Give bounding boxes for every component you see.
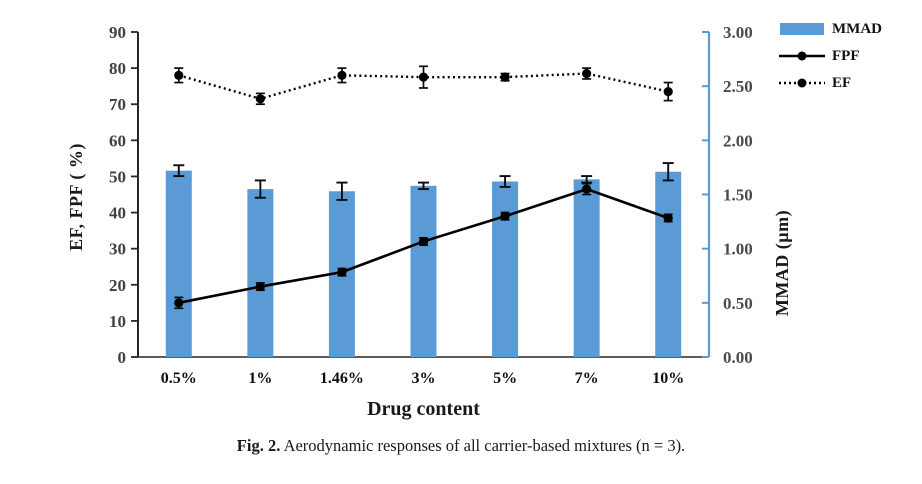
svg-text:1%: 1% [248,370,272,387]
fpf-line-series [174,182,673,310]
legend: MMAD FPF EF [779,21,882,91]
svg-text:0.00: 0.00 [723,348,753,367]
right-axis-title: MMAD (µm) [772,209,792,317]
legend-item-ef: EF [779,75,882,91]
legend-fpf-sample [779,51,825,61]
caption-label: Fig. 2. [236,436,281,455]
x-category-labels: 0.5% 1% 1.46% 3% 5% 7% 10% [161,370,684,387]
svg-text:10%: 10% [652,370,684,387]
svg-text:60: 60 [109,131,126,150]
caption-text: Aerodynamic responses of all carrier-bas… [283,436,686,455]
ef-line-series [174,65,673,106]
svg-text:2.50: 2.50 [723,77,753,96]
svg-text:0: 0 [118,348,127,367]
svg-text:1.00: 1.00 [723,240,753,259]
bar-error-bars [173,162,674,201]
svg-text:2.00: 2.00 [723,131,753,150]
svg-text:1.46%: 1.46% [320,370,364,387]
legend-item-mmad: MMAD [779,21,882,37]
legend-mmad-label: MMAD [832,21,882,37]
svg-text:1.50: 1.50 [723,186,753,205]
svg-text:7%: 7% [575,370,599,387]
combo-chart: 90 80 70 60 50 40 30 20 10 0 3.00 2.50 2.00 1.50 1.00 0… [109,23,753,387]
legend-ef-sample [779,78,825,88]
svg-text:90: 90 [109,23,126,42]
svg-text:3%: 3% [412,370,436,387]
svg-text:50: 50 [109,167,126,186]
legend-ef-label: EF [832,75,852,91]
svg-text:3.00: 3.00 [723,23,753,42]
svg-text:0.5%: 0.5% [161,370,197,387]
svg-text:30: 30 [109,240,126,259]
x-axis-title: Drug content [367,398,480,420]
axes: 90 80 70 60 50 40 30 20 10 0 3.00 2.50 2.00 1.50 1.00 0… [109,23,753,367]
legend-item-fpf: FPF [779,48,882,64]
left-axis-title: EF, FPF ( %) [66,143,86,251]
bar-series-mmad [165,170,682,357]
svg-text:80: 80 [109,59,126,78]
svg-text:5%: 5% [493,370,517,387]
svg-text:70: 70 [109,95,126,114]
svg-text:10: 10 [109,312,126,331]
svg-text:0.50: 0.50 [723,294,753,313]
legend-fpf-label: FPF [832,48,860,64]
legend-mmad-swatch [780,23,824,35]
svg-text:20: 20 [109,276,126,295]
figure-caption: Fig. 2. Aerodynamic responses of all car… [0,436,922,456]
svg-text:40: 40 [109,204,126,223]
